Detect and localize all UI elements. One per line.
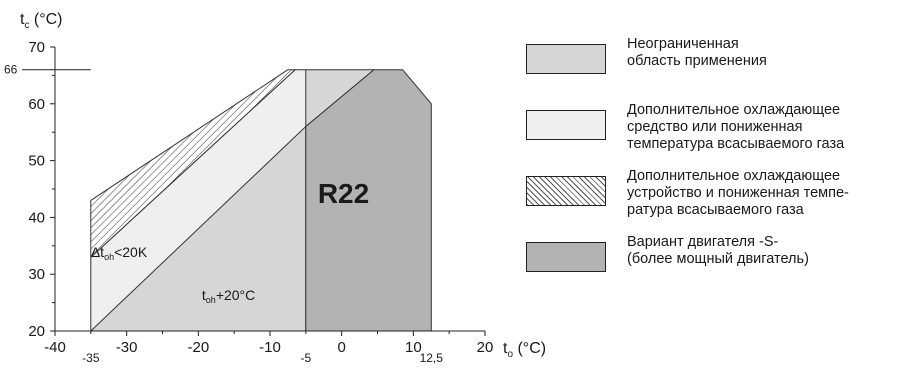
chart-annotation: toh+20°C [202, 287, 255, 305]
region-extra_cooling [90, 69, 307, 332]
legend-swatch [526, 110, 606, 140]
legend-label: Неограниченная область применения [627, 36, 767, 69]
legend-label: Дополнительное охлаждающее устройство и … [627, 168, 849, 218]
legend-label: Вариант двигателя -S- (более мощный двиг… [627, 234, 809, 267]
y-axis-title: tc (°C) [20, 11, 63, 31]
legend-swatch [526, 176, 606, 206]
x-tick-label: -10 [259, 339, 281, 356]
chart-axes [22, 46, 486, 336]
x-tick-label: -40 [44, 339, 66, 356]
x-extra-label: -35 [82, 351, 100, 365]
x-axis-title: to (°C) [503, 340, 546, 360]
y-tick-label: 60 [28, 96, 45, 113]
x-extra-label: 12,5 [420, 351, 444, 365]
x-tick-label: -20 [187, 339, 209, 356]
legend-swatch [526, 242, 606, 272]
x-tick-label: -30 [116, 339, 138, 356]
x-tick-label: 20 [477, 339, 494, 356]
chart-regions [90, 69, 432, 332]
y-extra-label: 66 [4, 63, 18, 77]
legend-item: Дополнительное охлаждающее средство или … [520, 102, 900, 168]
legend-item: Вариант двигателя -S- (более мощный двиг… [520, 234, 900, 300]
y-tick-label: 50 [28, 153, 45, 170]
y-tick-label: 30 [28, 266, 45, 283]
x-tick-label: 0 [337, 339, 345, 356]
y-tick-label: 70 [28, 39, 45, 56]
legend-item: Неограниченная область применения [520, 36, 900, 102]
y-tick-label: 20 [28, 323, 45, 340]
chart-annotation: Δtoh<20K [91, 244, 148, 262]
region-extra_cooling_hatched [90, 69, 296, 258]
legend-swatch [526, 44, 606, 74]
x-tick-label: 10 [405, 339, 422, 356]
y-tick-label: 40 [28, 209, 45, 226]
x-extra-label: -5 [300, 351, 311, 365]
chart-legend: Неограниченная область применения Дополни… [520, 36, 900, 300]
legend-item: Дополнительное охлаждающее устройство и … [520, 168, 900, 234]
legend-label: Дополнительное охлаждающее средство или … [627, 102, 845, 152]
chart-title: R22 [318, 178, 369, 209]
chart-labels: -40 -30 -20 -10 0 10 20 20 30 40 50 60 70 -35 -5 12,5 66… [4, 11, 546, 365]
